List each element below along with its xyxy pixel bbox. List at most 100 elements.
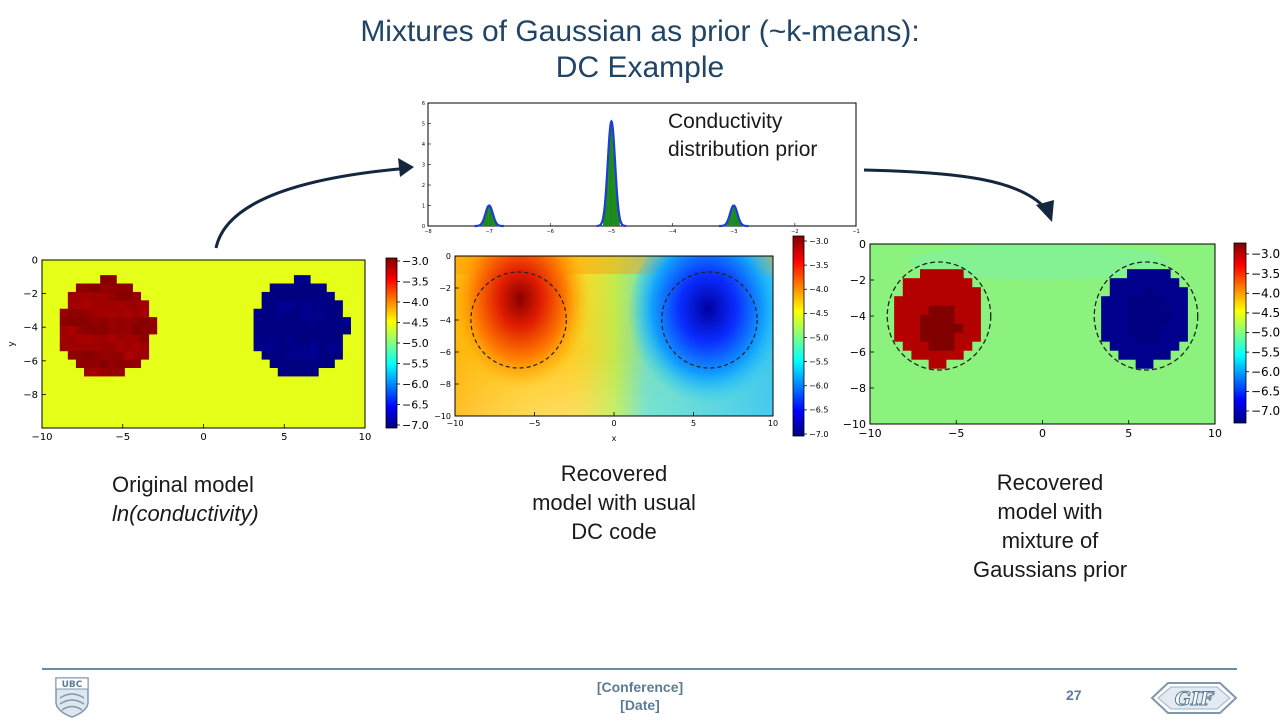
cell (1109, 314, 1119, 324)
cell (261, 342, 271, 352)
caption-recovered-mog: Recovered model with mixture of Gaussian… (950, 468, 1150, 584)
xtick-label: −10 (447, 419, 464, 428)
cell (302, 291, 311, 301)
cell (293, 342, 303, 352)
cell (108, 300, 117, 310)
cell (59, 317, 69, 327)
cell (1127, 269, 1137, 279)
cell (132, 317, 142, 327)
cell (124, 291, 133, 301)
cell (1170, 332, 1180, 342)
cell (954, 350, 964, 360)
cell (1135, 341, 1145, 351)
cell (261, 317, 271, 327)
cell (59, 333, 69, 343)
cell (318, 317, 327, 327)
recovered-usual-ticks: −10 −5 0 5 10 0 −2 −4 −6 −8 −10 (434, 252, 778, 428)
cell (1109, 287, 1119, 297)
cell (945, 305, 956, 315)
cell (963, 341, 973, 351)
cell (92, 342, 101, 352)
cell (1144, 341, 1154, 351)
cell (269, 291, 279, 301)
xtick-label: −5 (115, 432, 130, 443)
colorbar-tick-label: −5.5 (1251, 345, 1280, 359)
prior-ytick-label: 6 (422, 101, 425, 107)
xtick-label: −10 (858, 427, 881, 440)
prior-peaks (474, 119, 749, 228)
original-blue-block (253, 275, 351, 377)
cell (1127, 341, 1137, 351)
cell (326, 350, 335, 360)
cell (326, 333, 335, 343)
cell (83, 308, 93, 318)
cell (124, 283, 133, 293)
cell (963, 287, 973, 297)
cell (326, 308, 335, 318)
cell (277, 317, 287, 327)
cell (1170, 287, 1180, 297)
cell (971, 323, 981, 333)
cell (920, 287, 930, 297)
original-red-block (59, 275, 158, 377)
cell (100, 283, 109, 293)
cell (971, 296, 981, 306)
recovered-mog-blocks (894, 269, 1188, 369)
prior-xtick-label: −7 (485, 229, 492, 235)
cell (92, 317, 101, 327)
cell (293, 275, 303, 285)
cell (293, 283, 303, 293)
cell (269, 300, 279, 310)
cell (302, 333, 311, 343)
cell (302, 300, 311, 310)
cell (1118, 332, 1128, 342)
caption-original-line-1: Original model (112, 472, 254, 497)
cell (937, 305, 947, 315)
cell (132, 300, 142, 310)
cell (293, 359, 303, 369)
cell (124, 317, 133, 327)
cell (1152, 287, 1163, 297)
cell (1118, 278, 1128, 288)
ytick-label: −10 (434, 412, 451, 421)
cell (1135, 350, 1145, 360)
cell (945, 314, 956, 324)
cell (277, 342, 287, 352)
ytick-label: −10 (843, 418, 866, 431)
cell (302, 275, 311, 285)
cell (75, 308, 85, 318)
xtick-label: −5 (948, 427, 964, 440)
cell (945, 269, 956, 279)
colorbar-tick-label: −7.0 (1251, 404, 1280, 418)
ytick-label: −2 (850, 274, 866, 287)
cell (1161, 296, 1171, 306)
cell (277, 325, 287, 335)
cell (954, 332, 964, 342)
cell (1170, 305, 1180, 315)
cell (954, 341, 964, 351)
cell (902, 341, 912, 351)
cell (928, 287, 938, 297)
colorbar-tick-label: −3.5 (1251, 267, 1280, 281)
cell (302, 325, 311, 335)
cell (318, 291, 327, 301)
cell (269, 350, 279, 360)
cell (1101, 332, 1111, 342)
cell (108, 367, 117, 377)
cell (1127, 323, 1137, 333)
cell (334, 350, 343, 360)
cell (1135, 269, 1145, 279)
cell (108, 333, 117, 343)
cell (302, 317, 311, 327)
cell (894, 296, 904, 306)
cell (116, 342, 125, 352)
ytick-label: −8 (23, 390, 38, 401)
ytick-label: −4 (439, 316, 451, 325)
cell (1127, 350, 1137, 360)
cell (124, 300, 133, 310)
cell (59, 342, 69, 352)
cell (937, 332, 947, 342)
ubc-logo: UBC (54, 676, 90, 723)
prior-histogram-bar (615, 192, 618, 226)
cell (1161, 323, 1171, 333)
